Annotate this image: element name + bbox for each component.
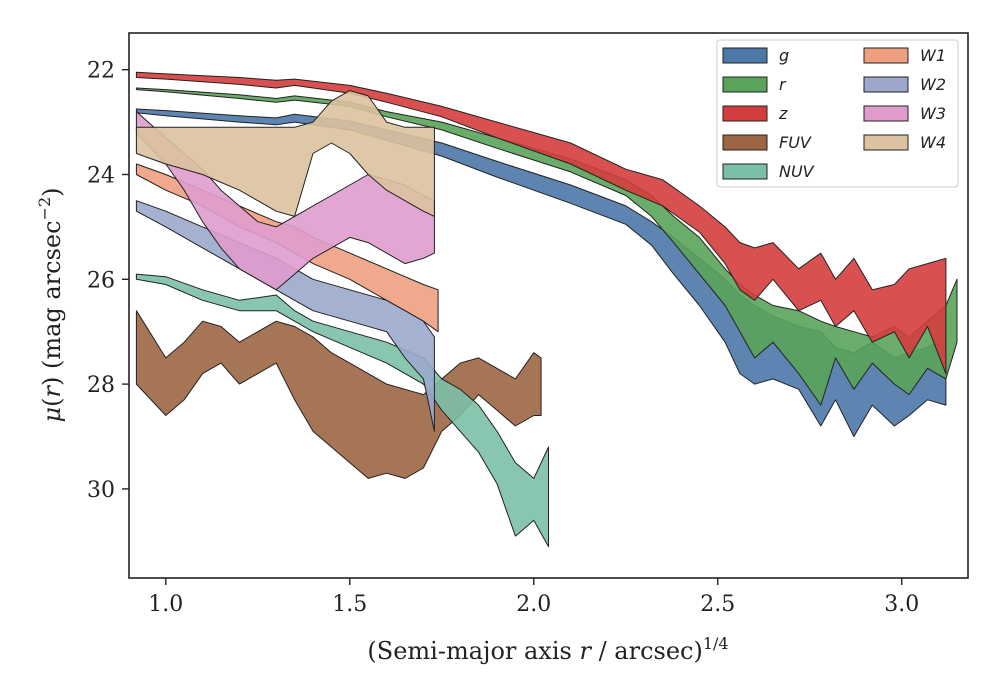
x-tick-label: 1.5: [332, 592, 367, 617]
legend-label-fuv: FUV: [779, 133, 812, 152]
legend-swatch-z: [722, 105, 768, 122]
legend-swatch-w1: [863, 47, 909, 64]
legend-label-w1: W1: [920, 46, 946, 65]
series-band-g: [135, 108, 947, 437]
legend-label-r: r: [779, 75, 787, 94]
legend-swatch-w2: [863, 76, 909, 93]
legend-swatch-w3: [863, 105, 909, 122]
series-band-z: [135, 71, 947, 375]
ticks-layer: 1.0 1.5 2.0 2.5 3.0 22 24 26 28 30: [87, 59, 919, 617]
y-tick-label: 26: [87, 268, 115, 293]
y-tick-label: 22: [87, 59, 115, 84]
legend-swatch-r: [722, 76, 768, 93]
legend-label-g: g: [779, 46, 789, 65]
legend-swatch-w4: [863, 134, 909, 151]
plot-frame: [128, 32, 969, 579]
legend-swatch-nuv: [722, 163, 768, 180]
legend-label-z: z: [778, 104, 788, 123]
y-tick-label: 24: [87, 163, 115, 188]
series-band-nuv: [135, 273, 549, 548]
legend-label-w3: W3: [920, 104, 946, 123]
y-tick-label: 30: [87, 478, 115, 503]
y-axis-label: μ(r) (mag arcsec−2): [35, 187, 66, 422]
legend-label-w4: W4: [920, 133, 946, 152]
x-tick-label: 1.0: [148, 592, 183, 617]
legend-swatch-g: [722, 47, 768, 64]
x-tick-label: 3.0: [884, 592, 919, 617]
series-layer: [135, 71, 958, 548]
series-band-fuv: [135, 310, 542, 479]
x-tick-label: 2.5: [700, 592, 735, 617]
x-axis-label: (Semi-major axis r / arcsec)1/4: [367, 634, 728, 665]
legend-label-w2: W2: [920, 75, 946, 94]
y-tick-label: 28: [87, 373, 115, 398]
legend-swatch-fuv: [722, 134, 768, 151]
legend: grz FUV NUV W1 W2 W3 W4: [716, 39, 959, 188]
x-tick-label: 2.0: [516, 592, 551, 617]
legend-label-nuv: NUV: [779, 162, 815, 181]
series-band-w4: [135, 90, 435, 217]
series-band-w3: [135, 111, 435, 291]
